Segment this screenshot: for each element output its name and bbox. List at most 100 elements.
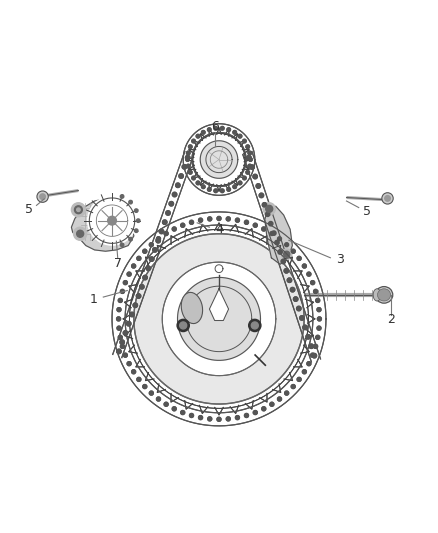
- Circle shape: [117, 317, 120, 321]
- Ellipse shape: [373, 289, 381, 301]
- Circle shape: [185, 156, 190, 160]
- Circle shape: [244, 414, 248, 417]
- Circle shape: [266, 205, 273, 212]
- Circle shape: [118, 335, 122, 340]
- Circle shape: [262, 227, 266, 231]
- Circle shape: [250, 165, 254, 169]
- Circle shape: [285, 391, 289, 395]
- Circle shape: [137, 256, 141, 260]
- Circle shape: [214, 126, 217, 130]
- Circle shape: [129, 200, 132, 204]
- Circle shape: [162, 262, 276, 376]
- Circle shape: [172, 227, 176, 231]
- Circle shape: [208, 128, 211, 131]
- Circle shape: [291, 249, 295, 253]
- Circle shape: [156, 237, 160, 241]
- Circle shape: [268, 222, 273, 226]
- Text: 7: 7: [114, 256, 122, 270]
- Circle shape: [290, 287, 295, 292]
- Circle shape: [143, 385, 147, 389]
- Circle shape: [236, 218, 240, 222]
- Circle shape: [149, 257, 154, 261]
- Circle shape: [246, 145, 250, 149]
- Circle shape: [236, 218, 240, 222]
- Circle shape: [244, 220, 248, 224]
- Circle shape: [192, 176, 195, 180]
- Circle shape: [302, 264, 306, 268]
- Circle shape: [143, 276, 147, 280]
- Circle shape: [117, 308, 121, 312]
- Text: 1: 1: [90, 293, 98, 306]
- Circle shape: [316, 298, 320, 302]
- Circle shape: [227, 188, 230, 191]
- Circle shape: [290, 287, 295, 292]
- Circle shape: [130, 312, 134, 317]
- Circle shape: [179, 174, 184, 178]
- Circle shape: [307, 272, 311, 276]
- Circle shape: [124, 281, 127, 285]
- Circle shape: [316, 298, 320, 302]
- Circle shape: [176, 183, 180, 188]
- Circle shape: [137, 377, 141, 382]
- Circle shape: [149, 257, 154, 261]
- Circle shape: [284, 269, 289, 273]
- Circle shape: [120, 289, 124, 293]
- Circle shape: [156, 238, 160, 243]
- Circle shape: [311, 353, 314, 357]
- Circle shape: [233, 185, 237, 189]
- Circle shape: [166, 211, 170, 215]
- Circle shape: [285, 391, 289, 395]
- Circle shape: [127, 321, 131, 326]
- Circle shape: [127, 362, 131, 366]
- Circle shape: [243, 139, 246, 143]
- Circle shape: [120, 340, 124, 344]
- Circle shape: [233, 185, 237, 189]
- Circle shape: [314, 289, 318, 293]
- Ellipse shape: [181, 293, 203, 324]
- Circle shape: [146, 266, 151, 271]
- Circle shape: [248, 151, 251, 155]
- Circle shape: [214, 189, 217, 192]
- Circle shape: [317, 308, 321, 312]
- Circle shape: [300, 316, 304, 320]
- Circle shape: [156, 397, 160, 401]
- Circle shape: [156, 397, 160, 401]
- Circle shape: [270, 402, 274, 406]
- Text: 4: 4: [215, 223, 223, 236]
- Circle shape: [208, 217, 212, 221]
- Circle shape: [312, 353, 317, 358]
- Circle shape: [250, 165, 254, 169]
- Circle shape: [262, 407, 266, 411]
- Ellipse shape: [39, 193, 46, 200]
- Circle shape: [270, 231, 274, 236]
- Circle shape: [297, 377, 301, 382]
- Circle shape: [130, 312, 134, 317]
- Circle shape: [249, 319, 261, 332]
- Circle shape: [275, 240, 279, 245]
- Circle shape: [278, 397, 282, 401]
- Circle shape: [268, 222, 273, 226]
- Circle shape: [166, 211, 170, 215]
- Circle shape: [181, 223, 185, 227]
- Circle shape: [162, 220, 167, 224]
- Circle shape: [153, 248, 157, 252]
- Circle shape: [238, 181, 242, 184]
- Circle shape: [188, 171, 192, 174]
- Circle shape: [124, 281, 127, 285]
- Circle shape: [226, 417, 230, 421]
- Circle shape: [190, 220, 194, 224]
- Circle shape: [198, 218, 202, 222]
- Circle shape: [77, 230, 84, 237]
- Circle shape: [306, 335, 310, 339]
- Circle shape: [291, 385, 295, 389]
- Text: 5: 5: [25, 203, 33, 216]
- Circle shape: [192, 176, 195, 180]
- Circle shape: [164, 231, 168, 236]
- Circle shape: [117, 349, 121, 353]
- Circle shape: [118, 298, 122, 302]
- Polygon shape: [71, 199, 134, 251]
- Circle shape: [127, 362, 131, 366]
- Circle shape: [143, 276, 147, 280]
- Ellipse shape: [378, 289, 391, 301]
- Circle shape: [185, 156, 190, 160]
